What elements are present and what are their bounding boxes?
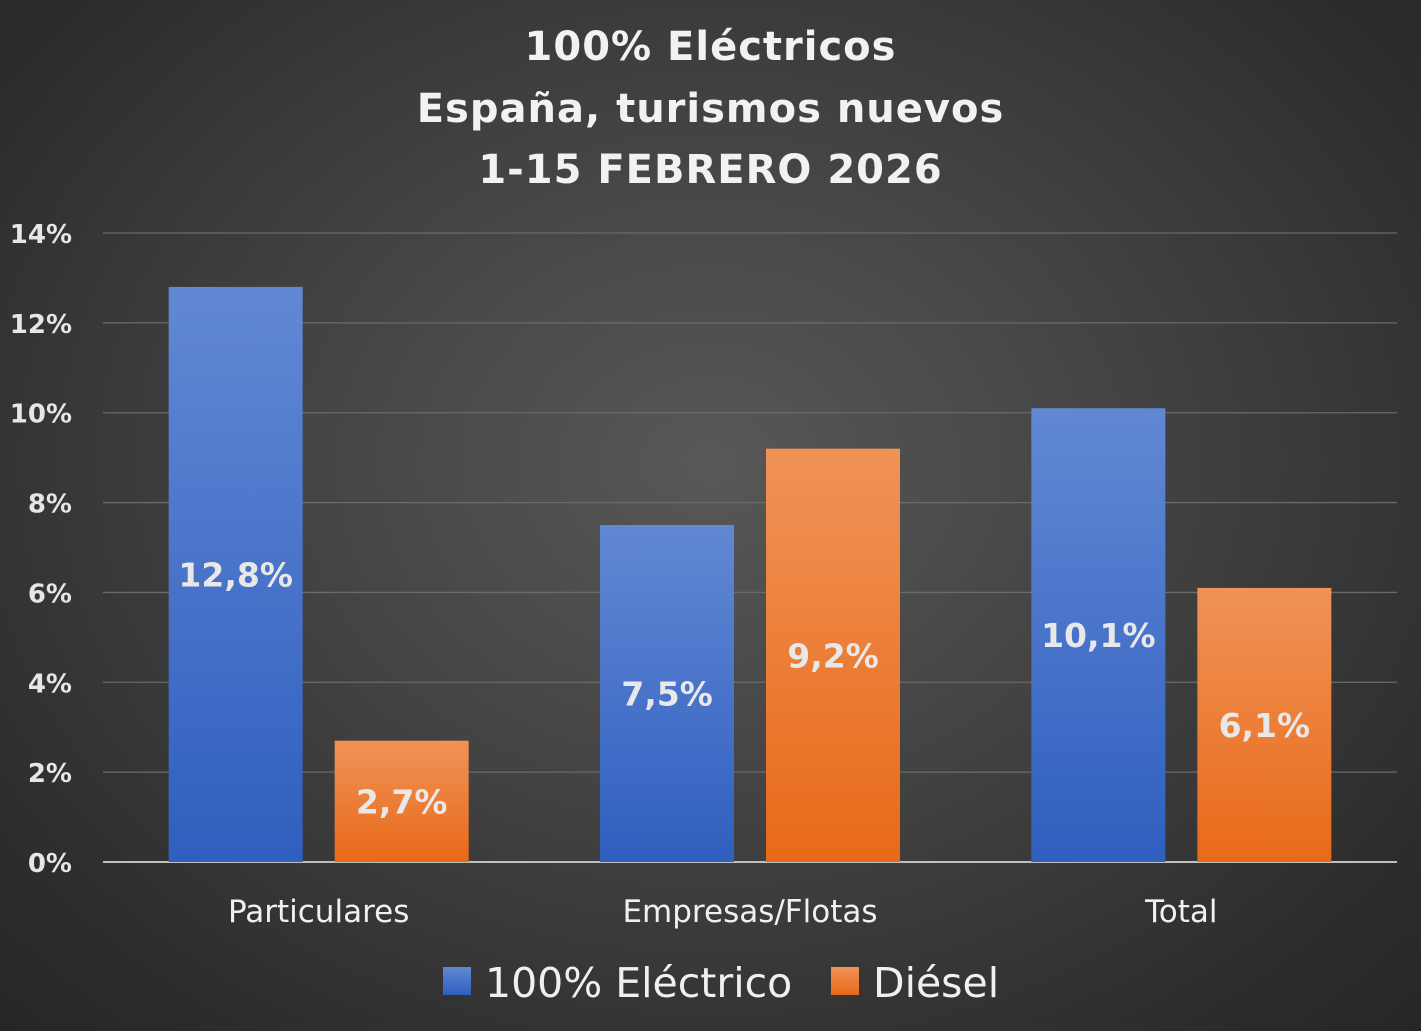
legend-label: Diésel [873, 959, 999, 1007]
y-tick-label: 0% [28, 849, 72, 879]
y-tick-label: 2% [28, 759, 72, 789]
bar-electric [600, 525, 734, 862]
x-tick-label: Empresas/Flotas [622, 894, 877, 930]
chart-title-line-3: 1-15 FEBRERO 2026 [478, 147, 943, 193]
data-label: 6,1% [1219, 706, 1311, 745]
data-label: 2,7% [356, 782, 448, 821]
y-tick-label: 10% [10, 400, 72, 430]
bar-electric [168, 286, 303, 862]
y-tick-label: 6% [28, 579, 72, 609]
bar-diesel [766, 448, 900, 862]
y-tick-label: 4% [28, 669, 72, 699]
legend-label: 100% Eléctrico [485, 959, 792, 1007]
chart-title-line-2: España, turismos nuevos [416, 86, 1005, 132]
legend-swatch [831, 967, 859, 995]
x-tick-label: Particulares [228, 894, 409, 930]
data-label: 12,8% [178, 555, 293, 594]
data-label: 7,5% [621, 675, 713, 714]
x-tick-label: Total [1144, 894, 1217, 930]
y-tick-label: 12% [10, 310, 72, 340]
bar-diesel [334, 740, 469, 862]
bar-diesel [1197, 587, 1332, 862]
legend-swatch [443, 967, 471, 995]
data-label: 9,2% [787, 636, 879, 675]
y-tick-label: 8% [28, 490, 72, 520]
data-label: 10,1% [1041, 616, 1156, 655]
chart-title-line-1: 100% Eléctricos [524, 24, 897, 70]
y-tick-label: 14% [10, 220, 72, 250]
bar-electric [1031, 408, 1166, 862]
